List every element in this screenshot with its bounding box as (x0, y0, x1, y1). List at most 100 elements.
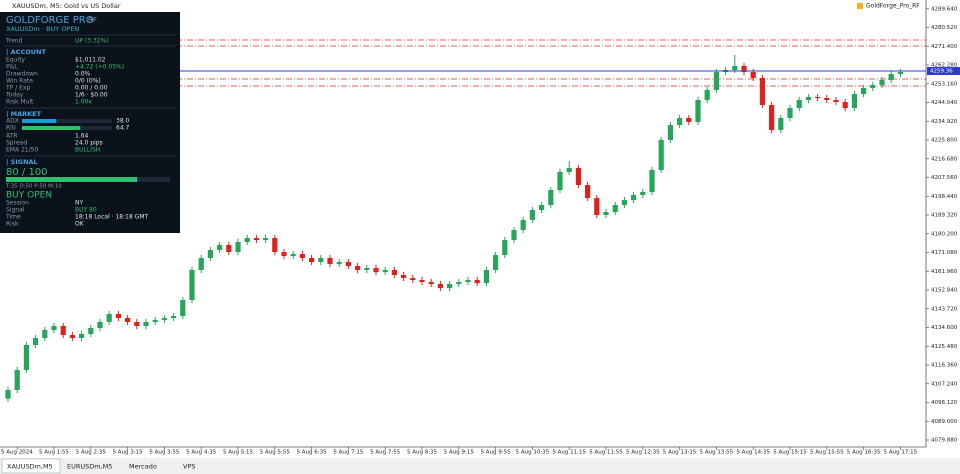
y-tick-label: 4079.880 (931, 438, 958, 444)
candle-body (805, 96, 811, 101)
candle-body (502, 240, 508, 256)
candle-body (778, 118, 784, 131)
signal-row-label: Time (5, 214, 21, 221)
candle-body (658, 140, 664, 171)
score-fill (6, 177, 138, 182)
candle-body (511, 230, 517, 241)
candle-body (631, 195, 637, 201)
signal-components: T:35 D:50 P:50 M:10 (5, 184, 62, 190)
candle-body (603, 212, 609, 216)
section-heading: | MARKET (6, 110, 42, 119)
market-row-label: ATR (6, 133, 17, 140)
candle-body (575, 168, 581, 186)
section-heading: | SIGNAL (6, 158, 38, 167)
tab[interactable] (62, 459, 122, 473)
candle-body (419, 280, 425, 283)
candle-body (824, 98, 830, 101)
x-tick-label: 5 Aug 7:15 (333, 450, 364, 456)
panel-badge: RF (88, 16, 97, 24)
signal-row-value: OK (75, 221, 85, 228)
x-tick-label: 5 Aug 17:15 (884, 450, 918, 456)
trend-value: UP (3.32%) (75, 38, 109, 45)
tab-label[interactable]: VPS (183, 463, 196, 471)
candle-body (428, 282, 434, 285)
y-tick-label: 4125.480 (931, 344, 958, 350)
expert-icon (857, 3, 863, 9)
signal-row-value: 18:18 Local · 18:18 GMT (75, 214, 148, 221)
x-tick-label: 5 Aug 7:55 (370, 450, 401, 456)
bar-value: 38.0 (116, 118, 130, 125)
candle-body (842, 102, 848, 109)
x-tick-label: 5 Aug 10:35 (516, 450, 550, 456)
x-tick-label: 5 Aug 9:15 (444, 450, 475, 456)
candle-body (879, 80, 885, 86)
market-row-value: BULLISH (75, 147, 100, 154)
candle-body (51, 326, 57, 331)
account-row-label: P&L (6, 64, 18, 71)
y-tick-label: 4207.560 (931, 175, 958, 181)
candle-body (60, 326, 66, 336)
x-tick-label: 5 Aug 8:35 (407, 450, 438, 456)
x-tick-label: 5 Aug 16:35 (847, 450, 881, 456)
expert-name: GoldForge_Pro_RF (866, 3, 920, 10)
candle-body (713, 71, 719, 91)
account-row-label: Today (5, 92, 24, 99)
tab-bar: XAUUSDm,M5 EURUSDm,M5 Mercado VPS (0, 458, 960, 474)
signal-score: 80 / 100 (6, 167, 48, 178)
candle-body (612, 205, 618, 213)
candle-body (750, 71, 756, 79)
candle-body (281, 252, 287, 257)
candle-body (134, 321, 140, 327)
tab[interactable] (1, 458, 61, 474)
candle-body (861, 88, 867, 95)
y-tick-label: 4107.240 (931, 381, 958, 387)
candle-body (171, 316, 177, 319)
account-row-label: Win Rate (6, 78, 33, 85)
account-row-label: TP / Exp (5, 85, 30, 92)
candle-body (125, 318, 131, 322)
account-row-label: Drawdown (6, 71, 38, 78)
tab[interactable] (124, 459, 176, 473)
x-tick-label: 5 Aug 15:15 (773, 450, 807, 456)
candle-body (88, 328, 94, 335)
x-tick-label: 5 Aug 14:35 (736, 450, 770, 456)
bar-track (22, 119, 112, 123)
account-row-value: +4.72 (+0.05%) (75, 64, 124, 71)
tab-label[interactable]: Mercado (129, 463, 157, 471)
x-tick-label: 5 Aug 11:55 (589, 450, 623, 456)
candle-body (437, 284, 443, 289)
candle-body (456, 282, 462, 285)
candle-body (161, 318, 167, 321)
candle-body (318, 258, 324, 263)
candle-body (355, 266, 361, 271)
tab-label[interactable]: XAUUSDm,M5 (7, 463, 53, 471)
y-tick-label: 4089.000 (931, 419, 958, 425)
bar-value: 64.7 (116, 125, 130, 132)
candle-body (226, 245, 232, 253)
candle-body (695, 100, 701, 122)
bar-fill (22, 119, 57, 123)
y-tick-label: 4134.600 (931, 325, 958, 331)
candle-body (152, 320, 158, 322)
candle-body (106, 314, 112, 322)
y-tick-label: 4161.960 (931, 269, 958, 275)
x-tick-label: 5 Aug 5:55 (260, 450, 291, 456)
bid-label-bg (927, 67, 960, 76)
candle-body (33, 338, 39, 346)
tab-label[interactable]: EURUSDm,M5 (67, 463, 112, 471)
candle-body (244, 238, 250, 243)
tab-bar-background (0, 458, 960, 474)
bar-label: ADX (6, 118, 19, 125)
candle-body (263, 238, 269, 241)
tab[interactable] (178, 459, 218, 473)
candle-body (382, 270, 388, 272)
candle-body (557, 171, 563, 191)
candle-body (769, 105, 775, 131)
y-tick-label: 4171.080 (931, 250, 958, 256)
account-row-value: 1/6 · $0.00 (75, 92, 108, 99)
candle-body (465, 280, 471, 283)
panel-title: GOLDFORGE PRO (6, 15, 94, 26)
x-tick-label: 5 Aug 3:15 (113, 450, 144, 456)
candle-body (474, 280, 480, 284)
